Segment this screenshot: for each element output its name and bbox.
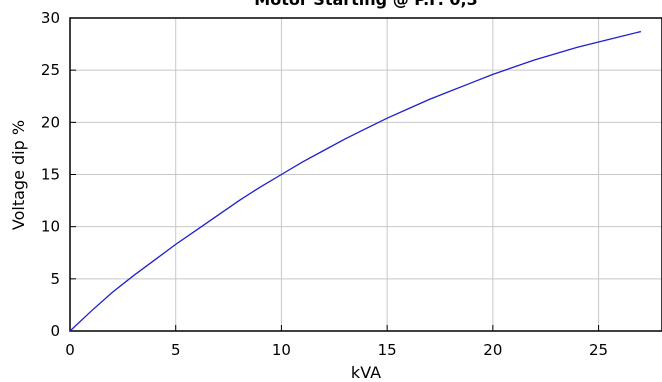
y-axis-label: Voltage dip % xyxy=(9,120,28,230)
y-tick-label: 5 xyxy=(50,270,60,288)
y-axis: 0 5 10 15 20 25 30 xyxy=(41,9,76,340)
x-tick-label: 10 xyxy=(272,341,291,359)
grid xyxy=(70,18,662,331)
y-tick-label: 25 xyxy=(41,61,60,79)
x-tick-label: 15 xyxy=(378,341,397,359)
x-tick-label: 0 xyxy=(65,341,75,359)
voltage-dip-line xyxy=(69,30,642,332)
x-tick-label: 5 xyxy=(171,341,181,359)
y-tick-label: 15 xyxy=(41,166,60,184)
y-tick-label: 0 xyxy=(50,322,60,340)
chart-title: Motor Starting @ P.F. 0,3 xyxy=(254,0,477,9)
x-axis: 0 5 10 15 20 25 xyxy=(65,325,608,359)
y-tick-label: 30 xyxy=(41,9,60,27)
y-tick-label: 10 xyxy=(41,218,60,236)
y-tick-label: 20 xyxy=(41,113,60,131)
x-tick-label: 20 xyxy=(483,341,502,359)
x-axis-label: kVA xyxy=(351,363,381,382)
x-tick-label: 25 xyxy=(589,341,608,359)
